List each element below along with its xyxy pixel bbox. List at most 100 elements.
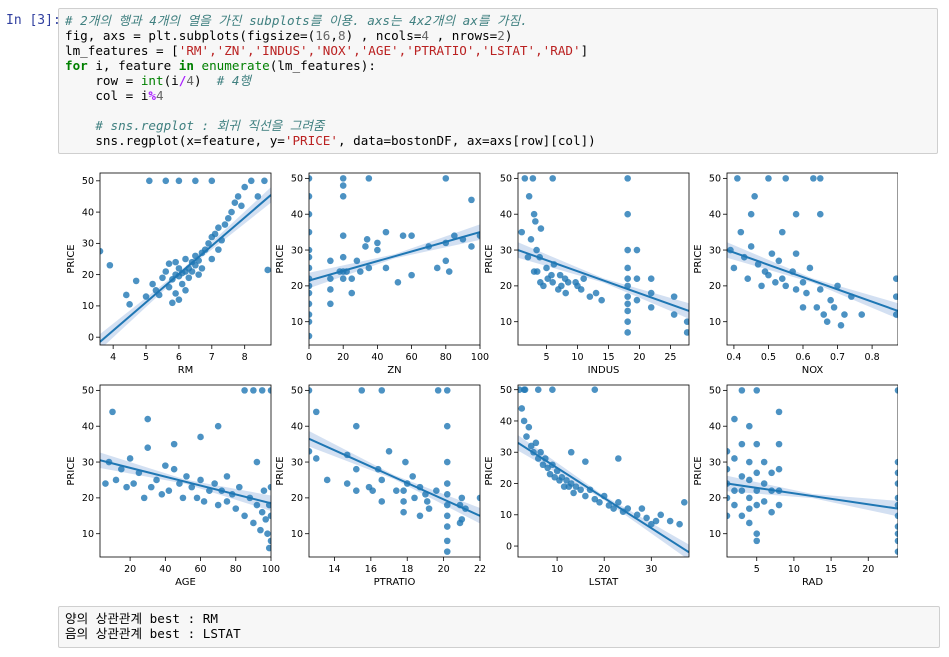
data-point	[537, 225, 545, 232]
data-point	[827, 296, 834, 304]
code-keyword: for	[65, 58, 88, 73]
code-operator: %	[148, 88, 156, 103]
data-point	[352, 465, 360, 473]
data-point	[254, 193, 262, 200]
data-point	[339, 232, 347, 240]
data-point	[731, 501, 738, 509]
data-point	[624, 329, 631, 336]
data-point	[657, 511, 665, 519]
data-point	[327, 257, 334, 265]
y-tick-label: 50	[500, 174, 512, 185]
data-point	[476, 232, 480, 240]
y-tick-label: 20	[291, 281, 303, 292]
code-cell[interactable]: # 2개의 행과 4개의 열을 가진 subplots를 이용. axs는 4x…	[58, 8, 938, 154]
data-point	[529, 175, 537, 182]
axes-frame	[308, 384, 481, 558]
data-point	[746, 422, 753, 430]
data-point	[468, 243, 475, 250]
data-point	[551, 473, 559, 481]
data-point	[520, 417, 528, 425]
data-point	[260, 487, 268, 495]
data-point	[323, 476, 331, 484]
data-point	[775, 501, 783, 509]
y-tick-label: 50	[82, 386, 94, 397]
data-point	[572, 483, 580, 490]
data-point	[165, 283, 173, 291]
y-tick-label: 10	[82, 301, 94, 312]
data-point	[760, 480, 768, 487]
data-point	[224, 215, 232, 222]
x-tick-label: 30	[645, 564, 657, 575]
data-point	[443, 480, 451, 487]
data-point	[197, 476, 204, 484]
data-point	[197, 433, 204, 441]
code-number: 4	[186, 73, 194, 88]
x-tick-label: 20	[124, 564, 136, 575]
data-point	[170, 465, 178, 473]
data-point	[598, 296, 605, 304]
data-point	[144, 444, 152, 452]
data-point	[193, 494, 201, 502]
data-point	[205, 240, 212, 247]
y-tick-label: 30	[291, 245, 303, 256]
data-point	[165, 260, 173, 267]
data-point	[520, 386, 528, 393]
data-point	[518, 405, 526, 412]
data-point	[806, 264, 814, 272]
data-point	[175, 265, 183, 272]
data-point	[772, 278, 779, 286]
data-point	[264, 530, 271, 538]
data-point	[118, 465, 125, 473]
data-point	[241, 183, 248, 191]
data-point	[666, 517, 674, 525]
data-point	[894, 480, 898, 487]
x-tick-label: 7	[209, 352, 215, 363]
data-point	[309, 282, 313, 290]
data-point	[894, 458, 898, 466]
data-point	[894, 494, 898, 502]
y-axis-label: PRICE	[66, 244, 77, 273]
data-point	[348, 275, 356, 283]
data-point	[178, 280, 186, 288]
data-point	[443, 548, 451, 555]
data-point	[731, 487, 738, 495]
data-point	[309, 253, 313, 261]
data-point	[549, 386, 556, 393]
data-point	[433, 487, 440, 495]
data-point	[309, 264, 313, 272]
data-point	[442, 257, 450, 265]
code-number: 16	[315, 28, 331, 43]
data-point	[443, 537, 451, 545]
data-point	[378, 476, 386, 484]
data-point	[820, 311, 828, 318]
data-point	[208, 177, 216, 185]
data-point	[126, 301, 133, 308]
data-point	[339, 175, 347, 182]
y-tick-label: 10	[709, 529, 721, 540]
data-point	[738, 473, 746, 480]
x-tick-label: 80	[230, 564, 242, 575]
data-point	[352, 422, 360, 430]
y-tick-label: 30	[82, 239, 94, 250]
data-point	[525, 423, 533, 431]
data-point	[834, 282, 841, 290]
data-point	[525, 192, 533, 200]
data-point	[816, 210, 824, 218]
x-tick-label: 10	[551, 564, 563, 575]
data-point	[813, 304, 821, 311]
data-point	[445, 268, 453, 275]
data-point	[894, 548, 898, 555]
data-point	[132, 277, 140, 285]
data-point	[652, 517, 660, 525]
code-editor[interactable]: # 2개의 행과 4개의 열을 가진 subplots를 이용. axs는 4x…	[65, 13, 596, 148]
data-point	[434, 387, 442, 394]
data-point	[458, 494, 466, 502]
code-number: 8	[337, 28, 346, 43]
data-point	[670, 311, 678, 318]
y-axis-label: PRICE	[693, 244, 704, 273]
code-builtin: int	[140, 73, 164, 88]
data-point	[683, 318, 689, 326]
data-point	[221, 221, 229, 228]
data-point	[670, 293, 678, 300]
